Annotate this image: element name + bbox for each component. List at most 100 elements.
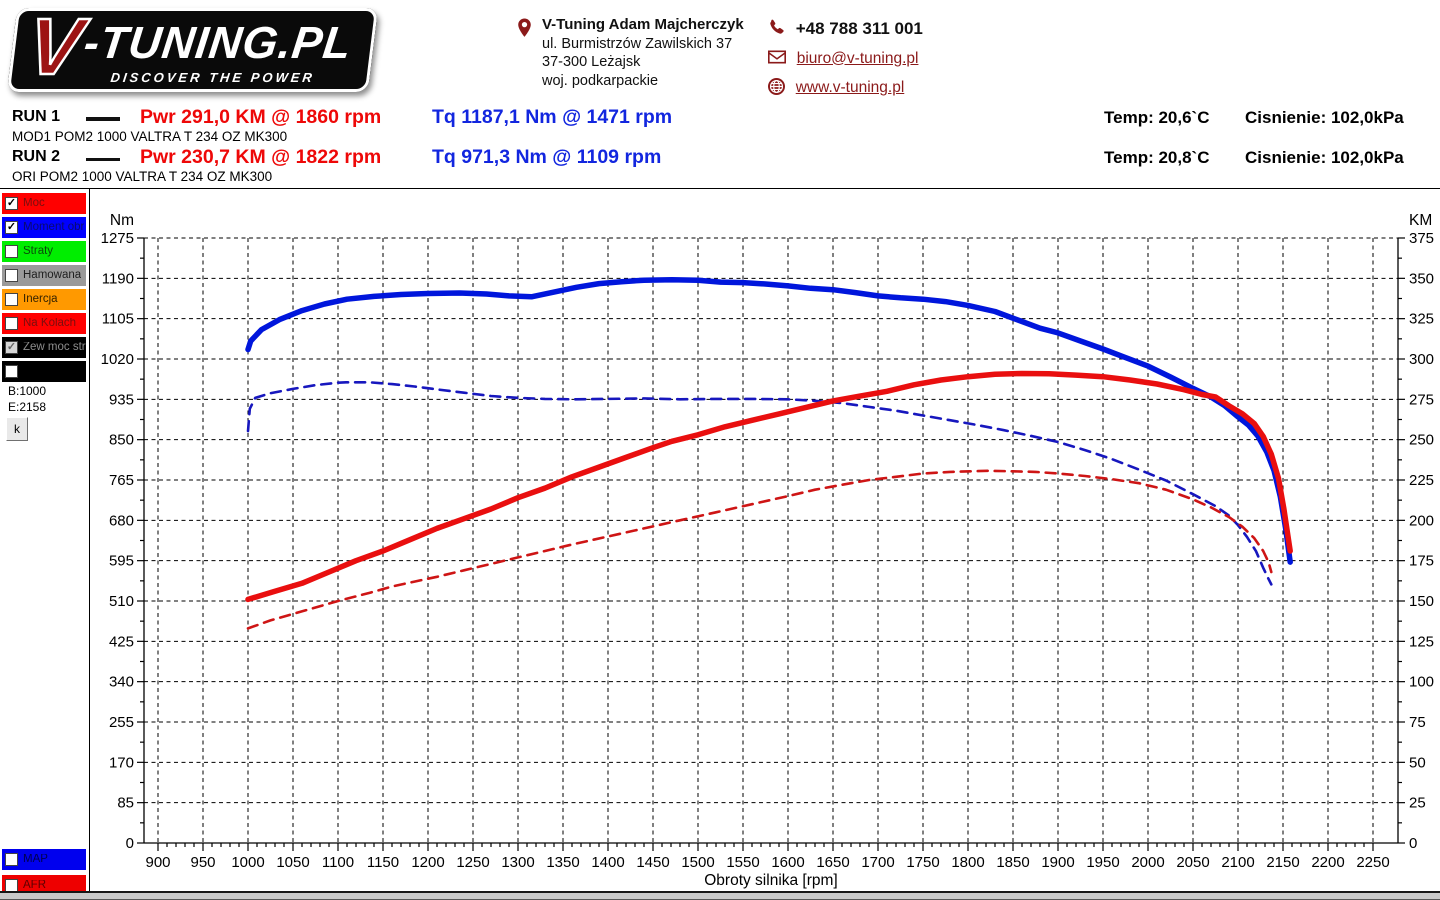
address-block: V-Tuning Adam Majcherczyk ul. Burmistrzó… bbox=[516, 16, 744, 100]
svg-text:0: 0 bbox=[1409, 835, 1417, 852]
legend-label-moment-obr: Moment obr bbox=[23, 221, 85, 233]
run1-temp: Temp: 20,6`C bbox=[1104, 108, 1210, 127]
left-axis-title: Nm bbox=[110, 212, 134, 229]
website-link[interactable]: www.v-tuning.pl bbox=[795, 79, 905, 96]
phone-icon bbox=[768, 19, 785, 41]
legend-item-map[interactable]: MAP bbox=[2, 849, 86, 870]
svg-text:595: 595 bbox=[109, 553, 134, 570]
legend-sidebar: ✓ Moc ✓ Moment obr Straty Hamowana Inercja Na K… bbox=[0, 189, 90, 896]
svg-text:935: 935 bbox=[109, 391, 134, 408]
legend-item-straty[interactable]: Straty bbox=[2, 241, 86, 262]
svg-text:1000: 1000 bbox=[231, 854, 264, 871]
svg-text:2050: 2050 bbox=[1176, 854, 1209, 871]
svg-text:950: 950 bbox=[190, 854, 215, 871]
run2-temp: Temp: 20,8`C bbox=[1104, 148, 1210, 167]
svg-text:50: 50 bbox=[1409, 754, 1426, 771]
run2-label: RUN 2 bbox=[12, 148, 61, 165]
svg-text:1650: 1650 bbox=[816, 854, 849, 871]
svg-text:1250: 1250 bbox=[456, 854, 489, 871]
chart-panel: ✓ Moc ✓ Moment obr Straty Hamowana Inercja Na K… bbox=[0, 188, 1440, 896]
svg-text:2150: 2150 bbox=[1266, 854, 1299, 871]
svg-text:1700: 1700 bbox=[861, 854, 894, 871]
svg-text:1550: 1550 bbox=[726, 854, 759, 871]
comm-block: +48 788 311 001 biuro@v-tuning.pl www.v-… bbox=[767, 17, 923, 100]
run1-pressure: Cisnienie: 102,0kPa bbox=[1245, 108, 1404, 127]
legend-label-afr: AFR bbox=[23, 879, 46, 891]
run-summary: RUN 1 Pwr 291,0 KM @ 1860 rpm Tq 1187,1 … bbox=[0, 100, 1440, 188]
curve-3-solid-power bbox=[245, 370, 1293, 603]
vtuning-logo: V -TUNING.PL DISCOVER THE POWER bbox=[6, 1, 379, 93]
svg-text:1800: 1800 bbox=[951, 854, 984, 871]
svg-text:680: 680 bbox=[109, 512, 134, 529]
legend-label-hamowana: Hamowana bbox=[23, 269, 82, 281]
legend-label-na-kolach: Na Kolach bbox=[23, 317, 77, 329]
contact-block: V-Tuning Adam Majcherczyk ul. Burmistrzó… bbox=[516, 16, 923, 100]
legend-item-zew-moc-str[interactable]: ✓ Zew moc str bbox=[2, 337, 86, 358]
svg-text:75: 75 bbox=[1409, 714, 1426, 731]
svg-text:1150: 1150 bbox=[367, 854, 399, 871]
checkbox-zew-moc-str[interactable]: ✓ bbox=[5, 341, 18, 354]
checkbox-straty[interactable] bbox=[5, 245, 18, 258]
checkbox-na-kolach[interactable] bbox=[5, 317, 18, 330]
svg-text:1850: 1850 bbox=[996, 854, 1029, 871]
svg-text:1600: 1600 bbox=[771, 854, 804, 871]
svg-text:200: 200 bbox=[1409, 512, 1434, 529]
checkbox-moment-obr[interactable]: ✓ bbox=[5, 221, 18, 234]
svg-text:1050: 1050 bbox=[276, 854, 309, 871]
checkbox-map[interactable] bbox=[5, 853, 18, 866]
svg-text:1950: 1950 bbox=[1086, 854, 1119, 871]
legend-label-inercja: Inercja bbox=[23, 293, 58, 305]
svg-text:1100: 1100 bbox=[322, 854, 354, 871]
logo-name: -TUNING.PL bbox=[81, 17, 355, 68]
curve-0-dashed-torque bbox=[246, 381, 1273, 586]
svg-text:125: 125 bbox=[1409, 633, 1434, 650]
svg-text:175: 175 bbox=[1409, 553, 1434, 570]
svg-text:150: 150 bbox=[1409, 593, 1434, 610]
right-axis-title: KM bbox=[1409, 212, 1432, 229]
begin-rpm-label: B:1000 bbox=[8, 384, 47, 398]
legend-item-na-kolach[interactable]: Na Kolach bbox=[2, 313, 86, 334]
svg-text:1450: 1450 bbox=[636, 854, 669, 871]
address-line-3: woj. podkarpackie bbox=[542, 72, 659, 89]
svg-text:765: 765 bbox=[109, 472, 134, 489]
company-name: V-Tuning Adam Majcherczyk bbox=[542, 16, 744, 33]
checkbox-extra[interactable] bbox=[5, 365, 18, 378]
email-icon bbox=[767, 50, 786, 69]
k-button[interactable]: k bbox=[6, 417, 28, 441]
svg-text:1200: 1200 bbox=[411, 854, 444, 871]
legend-label-straty: Straty bbox=[23, 245, 54, 257]
svg-text:375: 375 bbox=[1409, 230, 1434, 247]
run2-torque: Tq 971,3 Nm @ 1109 rpm bbox=[432, 146, 662, 168]
svg-text:25: 25 bbox=[1409, 795, 1426, 812]
svg-text:1275: 1275 bbox=[101, 230, 134, 247]
svg-text:2000: 2000 bbox=[1131, 854, 1164, 871]
legend-item-inercja[interactable]: Inercja bbox=[2, 289, 86, 310]
svg-text:100: 100 bbox=[1409, 674, 1434, 691]
checkbox-moc[interactable]: ✓ bbox=[5, 197, 18, 210]
svg-text:275: 275 bbox=[1409, 391, 1434, 408]
logo-v-letter: V bbox=[22, 1, 89, 93]
run1-line-sample bbox=[86, 117, 120, 121]
svg-text:1105: 1105 bbox=[102, 311, 134, 328]
legend-item-hamowana[interactable]: Hamowana bbox=[2, 265, 86, 286]
svg-text:1900: 1900 bbox=[1041, 854, 1074, 871]
run2-subtitle: ORI POM2 1000 VALTRA T 234 OZ MK300 bbox=[12, 169, 273, 184]
svg-text:2200: 2200 bbox=[1311, 854, 1344, 871]
globe-icon bbox=[767, 78, 785, 100]
legend-label-zew-moc-str: Zew moc str bbox=[23, 341, 86, 353]
checkbox-inercja[interactable] bbox=[5, 293, 18, 306]
legend-item-moc[interactable]: ✓ Moc bbox=[2, 193, 86, 214]
svg-text:250: 250 bbox=[1409, 432, 1434, 449]
svg-text:170: 170 bbox=[109, 754, 134, 771]
svg-text:255: 255 bbox=[109, 714, 134, 731]
checkbox-hamowana[interactable] bbox=[5, 269, 18, 282]
svg-text:510: 510 bbox=[109, 593, 134, 610]
axis-ticks bbox=[137, 237, 1405, 851]
legend-item-extra[interactable] bbox=[2, 361, 86, 382]
email-link[interactable]: biuro@v-tuning.pl bbox=[796, 49, 919, 67]
address-line-1: ul. Burmistrzów Zawilskich 37 bbox=[542, 35, 733, 52]
legend-item-moment-obr[interactable]: ✓ Moment obr bbox=[2, 217, 86, 238]
run1-power: Pwr 291,0 KM @ 1860 rpm bbox=[140, 106, 382, 128]
run1-subtitle: MOD1 POM2 1000 VALTRA T 234 OZ MK300 bbox=[12, 129, 288, 144]
phone-number: +48 788 311 001 bbox=[795, 19, 923, 38]
